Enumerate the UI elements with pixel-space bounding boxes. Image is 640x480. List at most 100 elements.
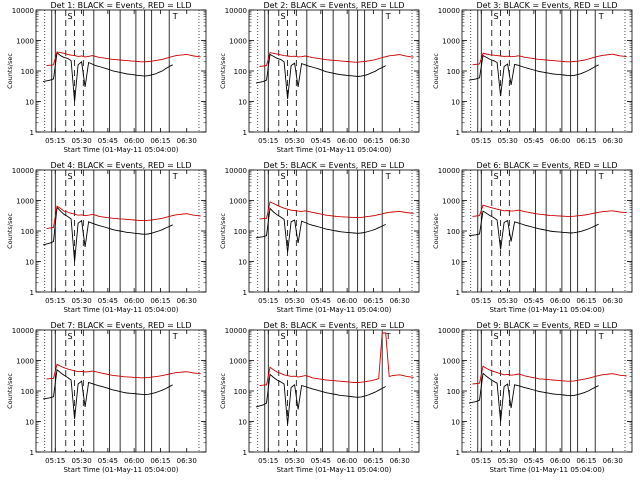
events-series-line [255, 373, 386, 425]
y-tick-label: 1 [456, 129, 460, 137]
events-series-line [42, 51, 173, 102]
x-tick-label: 06:15 [576, 297, 596, 305]
x-tick-label: 06:15 [150, 457, 170, 465]
marker-letter: S [494, 12, 499, 21]
x-tick-label: 06:00 [337, 457, 357, 465]
y-axis-label: Counts/sec [219, 53, 227, 89]
x-tick-label: 05:15 [45, 297, 65, 305]
lld-series-line [46, 51, 201, 67]
y-tick-label: 1000 [229, 38, 247, 46]
y-tick-label: 10000 [12, 7, 34, 15]
lld-series-line [259, 52, 414, 67]
y-tick-label: 100 [234, 388, 247, 396]
chart-panel-4: Det 4: BLACK = Events, RED = LLD S T 1 10 100… [6, 161, 207, 314]
x-tick-label: 06:15 [150, 137, 170, 145]
y-tick-label: 1 [243, 289, 247, 297]
marker-letter: T [385, 332, 391, 341]
x-tick-label: 06:00 [337, 297, 357, 305]
x-tick-label: 05:45 [524, 457, 544, 465]
chart-title: Det 1: BLACK = Events, RED = LLD [51, 1, 192, 10]
y-tick-label: 100 [447, 68, 460, 76]
y-axis-label: Counts/sec [6, 213, 14, 249]
y-axis-label: Counts/sec [219, 373, 227, 409]
y-tick-label: 10 [451, 419, 460, 427]
y-tick-label: 10000 [438, 7, 460, 15]
y-tick-label: 10 [238, 259, 247, 267]
x-tick-label: 06:00 [550, 457, 570, 465]
y-tick-label: 10 [25, 99, 34, 107]
chart-title: Det 4: BLACK = Events, RED = LLD [51, 161, 192, 170]
x-tick-label: 05:30 [284, 137, 304, 145]
chart-panel-9: Det 9: BLACK = Events, RED = LLD S T 1 10 100… [432, 321, 633, 474]
y-tick-label: 1 [30, 289, 34, 297]
y-tick-label: 100 [21, 228, 34, 236]
y-tick-label: 1000 [229, 358, 247, 366]
lld-series-line [472, 365, 627, 385]
x-axis-label: Start Time (01-May-11 05:04:00) [489, 466, 604, 474]
x-tick-label: 05:15 [258, 297, 278, 305]
marker-letter: T [598, 12, 604, 21]
marker-letter: S [68, 172, 73, 181]
x-tick-label: 06:15 [363, 297, 383, 305]
y-axis-label: Counts/sec [432, 53, 440, 89]
x-tick-label: 05:45 [311, 137, 331, 145]
x-axis-label: Start Time (01-May-11 05:04:00) [63, 466, 178, 474]
x-tick-label: 05:45 [524, 137, 544, 145]
x-tick-label: 05:15 [45, 137, 65, 145]
x-axis-label: Start Time (01-May-11 05:04:00) [276, 466, 391, 474]
y-tick-label: 10 [238, 419, 247, 427]
chart-panel-1: Det 1: BLACK = Events, RED = LLD S T 1 10 100… [6, 1, 207, 154]
plot-frame [461, 169, 633, 293]
x-tick-label: 05:15 [471, 297, 491, 305]
chart-title: Det 8: BLACK = Events, RED = LLD [264, 321, 405, 330]
lld-series-line [472, 52, 627, 66]
y-tick-label: 1000 [442, 198, 460, 206]
x-tick-label: 05:45 [311, 457, 331, 465]
events-series-line [468, 372, 599, 422]
y-tick-label: 1 [30, 449, 34, 457]
marker-letter: T [172, 12, 178, 21]
marker-letter: S [68, 12, 73, 21]
x-axis-label: Start Time (01-May-11 05:04:00) [489, 306, 604, 314]
x-tick-label: 06:00 [124, 137, 144, 145]
y-tick-label: 10000 [225, 327, 247, 335]
x-tick-label: 06:00 [550, 137, 570, 145]
x-axis-label: Start Time (01-May-11 05:04:00) [63, 306, 178, 314]
x-tick-label: 05:30 [71, 457, 91, 465]
y-tick-label: 10000 [225, 7, 247, 15]
x-tick-label: 06:15 [576, 137, 596, 145]
y-tick-label: 100 [21, 388, 34, 396]
y-tick-label: 10 [25, 419, 34, 427]
y-tick-label: 10 [25, 259, 34, 267]
y-tick-label: 1000 [16, 38, 34, 46]
chart-title: Det 7: BLACK = Events, RED = LLD [51, 321, 192, 330]
chart-title: Det 2: BLACK = Events, RED = LLD [264, 1, 405, 10]
x-tick-label: 05:15 [258, 457, 278, 465]
y-tick-label: 10000 [225, 167, 247, 175]
lld-series-line [46, 205, 201, 230]
x-tick-label: 06:15 [363, 137, 383, 145]
y-tick-label: 10000 [12, 327, 34, 335]
marker-letter: T [385, 12, 391, 21]
lld-series-line [259, 201, 414, 220]
chart-panel-2: Det 2: BLACK = Events, RED = LLD S T 1 10 100… [219, 1, 420, 154]
events-series-line [42, 206, 173, 262]
x-tick-label: 06:30 [177, 137, 197, 145]
x-tick-label: 06:00 [337, 137, 357, 145]
marker-letter: S [494, 332, 499, 341]
chart-panel-6: Det 6: BLACK = Events, RED = LLD S T 1 10 100… [432, 161, 633, 314]
chart-title: Det 5: BLACK = Events, RED = LLD [264, 161, 405, 170]
x-tick-label: 05:45 [98, 137, 118, 145]
marker-letter: T [385, 172, 391, 181]
x-tick-label: 05:30 [497, 457, 517, 465]
x-tick-label: 05:15 [45, 457, 65, 465]
x-tick-label: 05:45 [311, 297, 331, 305]
marker-letter: S [68, 332, 73, 341]
marker-letter: S [281, 332, 286, 341]
y-tick-label: 1 [243, 129, 247, 137]
y-tick-label: 10 [238, 99, 247, 107]
x-tick-label: 05:15 [471, 137, 491, 145]
y-tick-label: 1 [456, 289, 460, 297]
y-tick-label: 10 [451, 259, 460, 267]
x-tick-label: 05:30 [71, 297, 91, 305]
